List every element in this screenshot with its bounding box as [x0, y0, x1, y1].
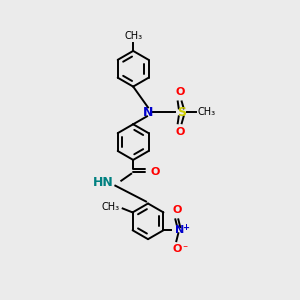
Text: +: +: [182, 223, 189, 232]
Text: S: S: [177, 106, 186, 119]
Text: CH₃: CH₃: [124, 31, 142, 41]
Text: N: N: [176, 225, 184, 235]
Text: ⁻: ⁻: [182, 244, 188, 254]
Text: CH₃: CH₃: [198, 107, 216, 117]
Text: O: O: [172, 206, 182, 215]
Text: N: N: [143, 106, 153, 119]
Text: O: O: [172, 244, 182, 254]
Text: CH₃: CH₃: [102, 202, 120, 212]
Text: HN: HN: [93, 176, 113, 189]
Text: O: O: [151, 167, 160, 177]
Text: O: O: [175, 88, 184, 98]
Text: O: O: [175, 127, 184, 137]
